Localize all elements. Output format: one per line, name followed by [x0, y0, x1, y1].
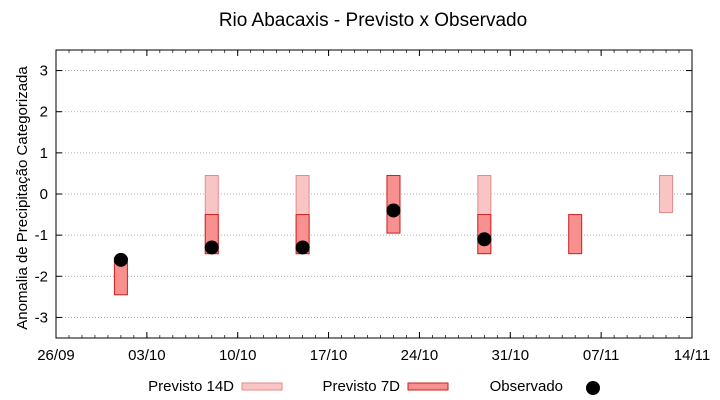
- legend-swatch-previsto-7d: [407, 382, 449, 391]
- y-tick-label: -1: [35, 227, 48, 244]
- legend-label-previsto-14d: Previsto 14D: [148, 378, 234, 395]
- point-observado: [113, 252, 128, 267]
- legend-label-observado: Observado: [490, 378, 563, 395]
- y-tick-label: 2: [40, 104, 48, 121]
- chart-title: Rio Abacaxis - Previsto x Observado: [219, 10, 527, 31]
- bar-previsto-14d: [659, 174, 674, 214]
- x-tick-label: 31/10: [492, 347, 530, 364]
- point-observado: [204, 240, 219, 255]
- x-tick-label: 17/10: [310, 347, 348, 364]
- point-observado: [477, 232, 492, 247]
- legend-label-previsto-7d: Previsto 7D: [322, 378, 400, 395]
- y-axis-ticks: 3 2 1 0 -1 -2 -3: [35, 63, 692, 326]
- y-tick-label: 1: [40, 145, 48, 162]
- y-tick-label: -3: [35, 309, 48, 326]
- x-tick-label: 10/10: [219, 347, 257, 364]
- series-observado: [113, 203, 492, 267]
- y-tick-label: -2: [35, 268, 48, 285]
- x-tick-label: 14/11: [674, 347, 710, 364]
- x-tick-label: 24/10: [401, 347, 439, 364]
- y-tick-label: 0: [40, 186, 48, 203]
- legend: Previsto 14D Previsto 7D Observado: [148, 378, 600, 395]
- y-axis-label: Anomalia de Precipitação Categorizada: [14, 66, 31, 330]
- point-observado: [386, 203, 401, 218]
- x-tick-label: 26/09: [37, 347, 75, 364]
- grid: [56, 70, 692, 318]
- bar-previsto-7d: [568, 214, 583, 255]
- legend-swatch-previsto-14d: [241, 382, 283, 391]
- x-tick-label: 03/10: [128, 347, 166, 364]
- point-observado: [295, 240, 310, 255]
- x-tick-label: 07/11: [583, 347, 619, 364]
- series-previsto-14d: [204, 174, 674, 255]
- y-tick-label: 3: [40, 63, 48, 80]
- legend-marker-observado: [586, 381, 600, 395]
- x-axis-ticks: 26/09 03/10 10/10 17/10 24/10 31/10 07/11 14/11: [37, 50, 710, 364]
- series-previsto-7d: [113, 174, 583, 296]
